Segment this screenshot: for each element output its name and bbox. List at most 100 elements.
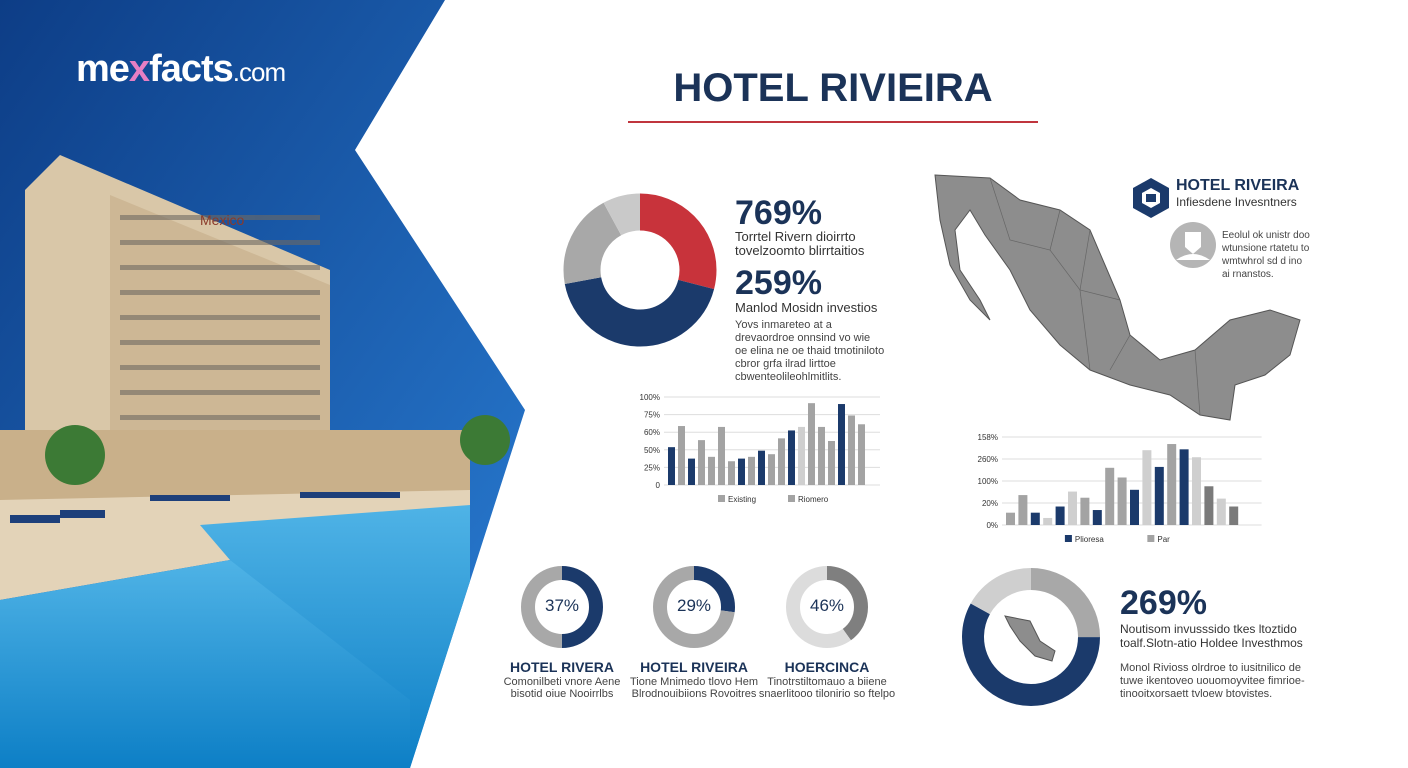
donut-slice: [563, 193, 717, 347]
stat2-text: Yovs inmareteo at a drevaordroe onnsind …: [735, 319, 885, 383]
badge-subtitle: Infiesdene Invesntners: [1176, 195, 1297, 209]
legend-label: Par: [1157, 535, 1170, 544]
palm-tree: [45, 425, 105, 485]
y-tick-label: 0%: [986, 521, 998, 530]
bar: [848, 415, 855, 485]
stat1-value: 769%: [735, 194, 822, 232]
legend-swatch: [718, 495, 725, 502]
bar: [1167, 444, 1177, 525]
bar: [1192, 457, 1201, 525]
bar: [818, 426, 825, 485]
legend-swatch: [1064, 535, 1072, 542]
legend-swatch: [1147, 535, 1155, 542]
donut-slice: [653, 566, 735, 648]
bar: [1179, 449, 1189, 525]
bar: [718, 426, 725, 485]
palm-tree: [460, 415, 510, 465]
ring-value: 46%: [809, 596, 845, 615]
bottom-stat-text1: Noutisom invusssido tkes ltoztido toalf.…: [1120, 622, 1303, 650]
donut-slice: [563, 193, 717, 347]
donut-slice: [521, 566, 603, 648]
bar: [778, 438, 785, 485]
y-tick-label: 25%: [644, 463, 660, 472]
ring-caption: Tione Mnimedo tlovo Hem Blrodnouibiions …: [630, 676, 758, 700]
bar: [1043, 517, 1053, 525]
bar-chart-right: 0% 20% 100% 260% 158% Plioresa Par: [978, 433, 1262, 544]
bar: [698, 440, 705, 485]
bar: [1204, 486, 1214, 525]
bottom-donut-chart: [962, 568, 1100, 706]
y-tick-label: 260%: [978, 455, 998, 464]
mexico-map: [934, 174, 1301, 421]
bar: [1130, 489, 1139, 525]
mexico-map-icon: [1004, 615, 1056, 662]
hotel-photo-panel: Mexico: [0, 0, 525, 768]
stat2-label: Manlod Mosidn investios: [735, 300, 878, 315]
ring-title: HOERCINCA: [784, 659, 870, 675]
stat2-value: 259%: [735, 264, 822, 302]
bar: [828, 441, 835, 485]
stat1-text: Torrtel Rivern dioirrto tovelzoomto blir…: [735, 229, 865, 258]
ring-chart: [653, 566, 735, 648]
y-tick-label: 75%: [644, 411, 660, 420]
bar: [728, 461, 735, 485]
badge-note: Eeolul ok unistr doo wtunsione rtatetu t…: [1222, 230, 1310, 280]
bar: [1092, 510, 1102, 525]
ring-title: HOTEL RIVEIRA: [640, 659, 748, 675]
bar: [788, 430, 795, 485]
y-tick-label: 50%: [644, 446, 660, 455]
bottom-stat-text2: Monol Rivioss olrdroe to iusitnilico de …: [1120, 662, 1305, 700]
bar-chart-left: 0 25% 50% 60% 75% 100% Existing Riomero: [640, 393, 880, 504]
bar: [1216, 498, 1226, 525]
main-donut-chart: [563, 193, 717, 347]
page-title: HOTEL RIVIEIRA: [673, 66, 993, 110]
bar: [1018, 495, 1028, 525]
ring-value: 37%: [544, 596, 580, 615]
ring-chart: [521, 566, 603, 648]
donut-slice: [786, 566, 868, 648]
bar: [1105, 467, 1115, 525]
bar: [1142, 450, 1152, 525]
ring-caption: Comonilbeti vnore Aene bisotid oiue Nooi…: [503, 676, 621, 700]
bar: [768, 454, 775, 485]
bar: [1229, 506, 1239, 525]
legend-label: Plioresa: [1075, 535, 1104, 544]
donut-slice: [962, 568, 1100, 706]
shield-person-icon: [1170, 222, 1216, 268]
bar: [708, 456, 715, 485]
bar: [1117, 477, 1127, 525]
bar: [1080, 497, 1090, 525]
bar: [1055, 506, 1065, 525]
bar: [1006, 512, 1015, 525]
bar: [808, 403, 815, 485]
y-tick-label: 158%: [978, 433, 998, 442]
bar: [1154, 466, 1164, 525]
ring-caption: Tinotrstiltomauo a biiene snaerlitooo ti…: [758, 676, 896, 700]
legend-label: Existing: [728, 495, 756, 504]
hexagon-logo-icon: [1133, 178, 1169, 218]
donut-slice: [962, 568, 1100, 706]
y-tick-label: 20%: [982, 499, 998, 508]
legend-swatch: [788, 495, 795, 502]
bar: [858, 424, 865, 485]
ring-value: 29%: [676, 596, 712, 615]
y-tick-label: 100%: [978, 477, 998, 486]
bar: [758, 450, 765, 485]
ring-chart: [786, 566, 868, 648]
mexfacts-logo[interactable]: mexfacts.com: [76, 48, 286, 90]
bar: [678, 426, 685, 485]
bar: [738, 458, 745, 485]
building-sign: Mexico: [200, 212, 245, 228]
donut-slice: [563, 193, 717, 347]
legend-label: Riomero: [798, 495, 829, 504]
y-tick-label: 60%: [644, 428, 660, 437]
bar: [1030, 512, 1040, 525]
title-divider: [628, 121, 1038, 123]
bar: [798, 426, 805, 485]
bar: [748, 456, 755, 485]
badge-title: HOTEL RIVEIRA: [1176, 177, 1300, 194]
y-tick-label: 100%: [640, 393, 660, 402]
bar: [668, 447, 675, 485]
bottom-stat-value: 269%: [1120, 584, 1207, 622]
bar: [688, 458, 695, 485]
